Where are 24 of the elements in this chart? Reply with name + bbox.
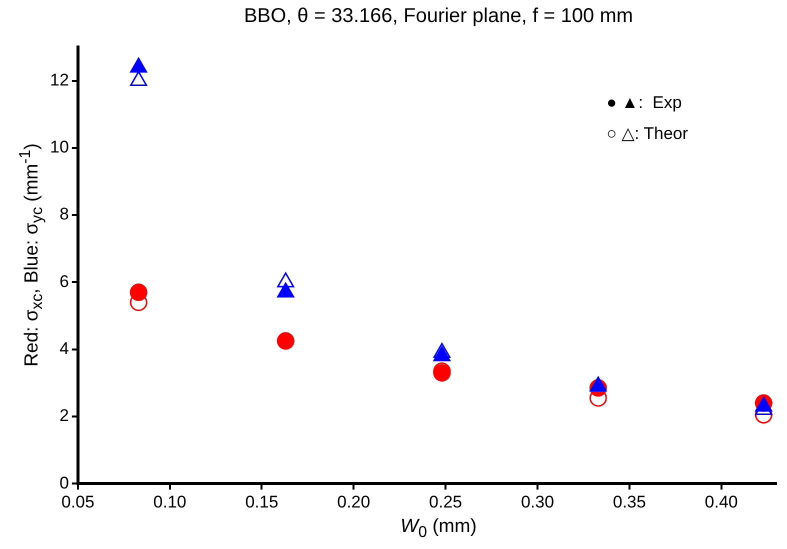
- point: [277, 282, 294, 298]
- x-tick-label: 0.05: [61, 492, 94, 512]
- y-tick-label: 2: [59, 406, 69, 426]
- y-tick-label: 12: [50, 70, 69, 90]
- annotation: ○ △: Theor: [606, 124, 688, 143]
- point: [276, 332, 294, 350]
- annotation: ● ▲: Exp: [606, 92, 682, 112]
- x-tick-label: 0.35: [612, 492, 646, 512]
- y-tick-label: 0: [59, 473, 69, 492]
- y-tick-label: 6: [59, 272, 69, 291]
- x-tick-label: 0.15: [245, 492, 278, 512]
- point: [130, 71, 148, 86]
- y-tick-label: 10: [50, 138, 69, 157]
- chart-title: BBO, θ = 33.166, Fourier plane, f = 100 mm: [242, 5, 634, 28]
- x-tick-label: 0.40: [704, 492, 738, 512]
- x-tick-label: 0.10: [153, 492, 186, 512]
- point: [130, 284, 148, 302]
- y-tick-label: 4: [59, 339, 69, 358]
- x-tick-label: 0.30: [520, 492, 554, 512]
- x-tick-label: 0.20: [337, 492, 370, 512]
- x-axis-title: W$_{0}$ (mm): [399, 516, 478, 542]
- y-tick-label: 8: [59, 204, 69, 224]
- point: [130, 58, 148, 73]
- x-tick-label: 0.25: [429, 492, 462, 512]
